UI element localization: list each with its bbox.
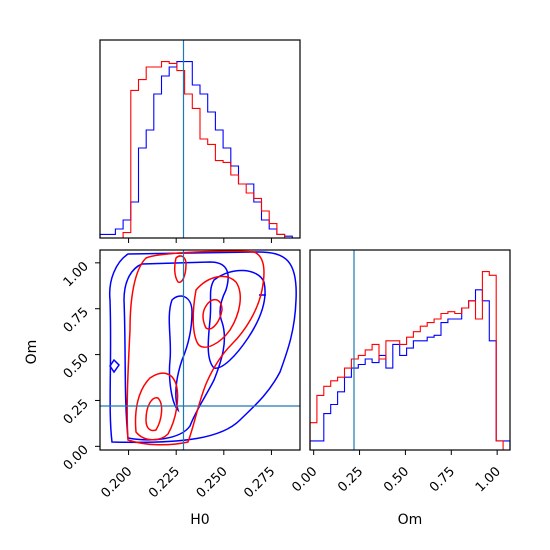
om-axis-label-left: Om [24, 340, 40, 365]
om-tick-label: 0.75 [61, 305, 92, 336]
h0-tick-label: 0.250 [194, 464, 231, 501]
h0-tick-label: 0.225 [146, 464, 183, 501]
joint-panel: 0.200 0.225 0.250 0.275 0.00 0.25 0.50 0.75 1.00 [61, 249, 301, 501]
om-bottom-tick-label: 0.25 [335, 464, 366, 495]
om-bottom-tick-label: 0.00 [289, 464, 320, 495]
h0-tick-label: 0.275 [241, 464, 278, 501]
om-bottom-tick-label: 0.75 [427, 464, 458, 495]
h0-histogram-frame [99, 39, 301, 239]
om-hist-blue [309, 289, 511, 450]
blue-contour-right [207, 269, 266, 369]
h0-histogram-ticks [128, 238, 272, 243]
om-axis-label-bottom: Om [398, 512, 423, 528]
blue-contour-spot [109, 358, 120, 374]
om-histogram-series [309, 271, 511, 451]
om-tick-label: 1.00 [61, 259, 92, 290]
h0-histogram-series [99, 61, 300, 239]
red-contour-mid2 [192, 275, 242, 348]
blue-contour-inner [168, 295, 193, 413]
blue-contour-mid [123, 261, 229, 441]
h0-tick-label: 0.200 [98, 464, 135, 501]
red-contour-mid [134, 372, 179, 441]
blue-contour-outer [108, 251, 297, 444]
om-bottom-tick-label: 1.00 [473, 464, 504, 495]
red-contour-inner2 [202, 298, 223, 330]
h0-axis-label: H0 [190, 512, 209, 528]
contour-red [126, 250, 265, 446]
h0-histogram-panel [99, 39, 301, 243]
om-bottom-tick-label: 0.50 [381, 464, 412, 495]
h0-hist-blue [99, 61, 300, 239]
om-tick-label: 0.25 [61, 397, 92, 428]
om-tick-label: 0.00 [61, 443, 92, 474]
om-hist-red [309, 271, 510, 451]
red-contour-outer [126, 250, 265, 446]
h0-hist-red [100, 61, 300, 239]
joint-frame [99, 249, 301, 451]
om-histogram-panel: 0.00 0.25 0.50 0.75 1.00 [289, 249, 511, 495]
red-contour-inner [145, 397, 163, 432]
om-tick-label: 0.50 [61, 351, 92, 382]
red-contour-top [173, 255, 187, 284]
om-histogram-ticks: 0.00 0.25 0.50 0.75 1.00 [289, 450, 504, 495]
om-histogram-frame [309, 249, 511, 451]
